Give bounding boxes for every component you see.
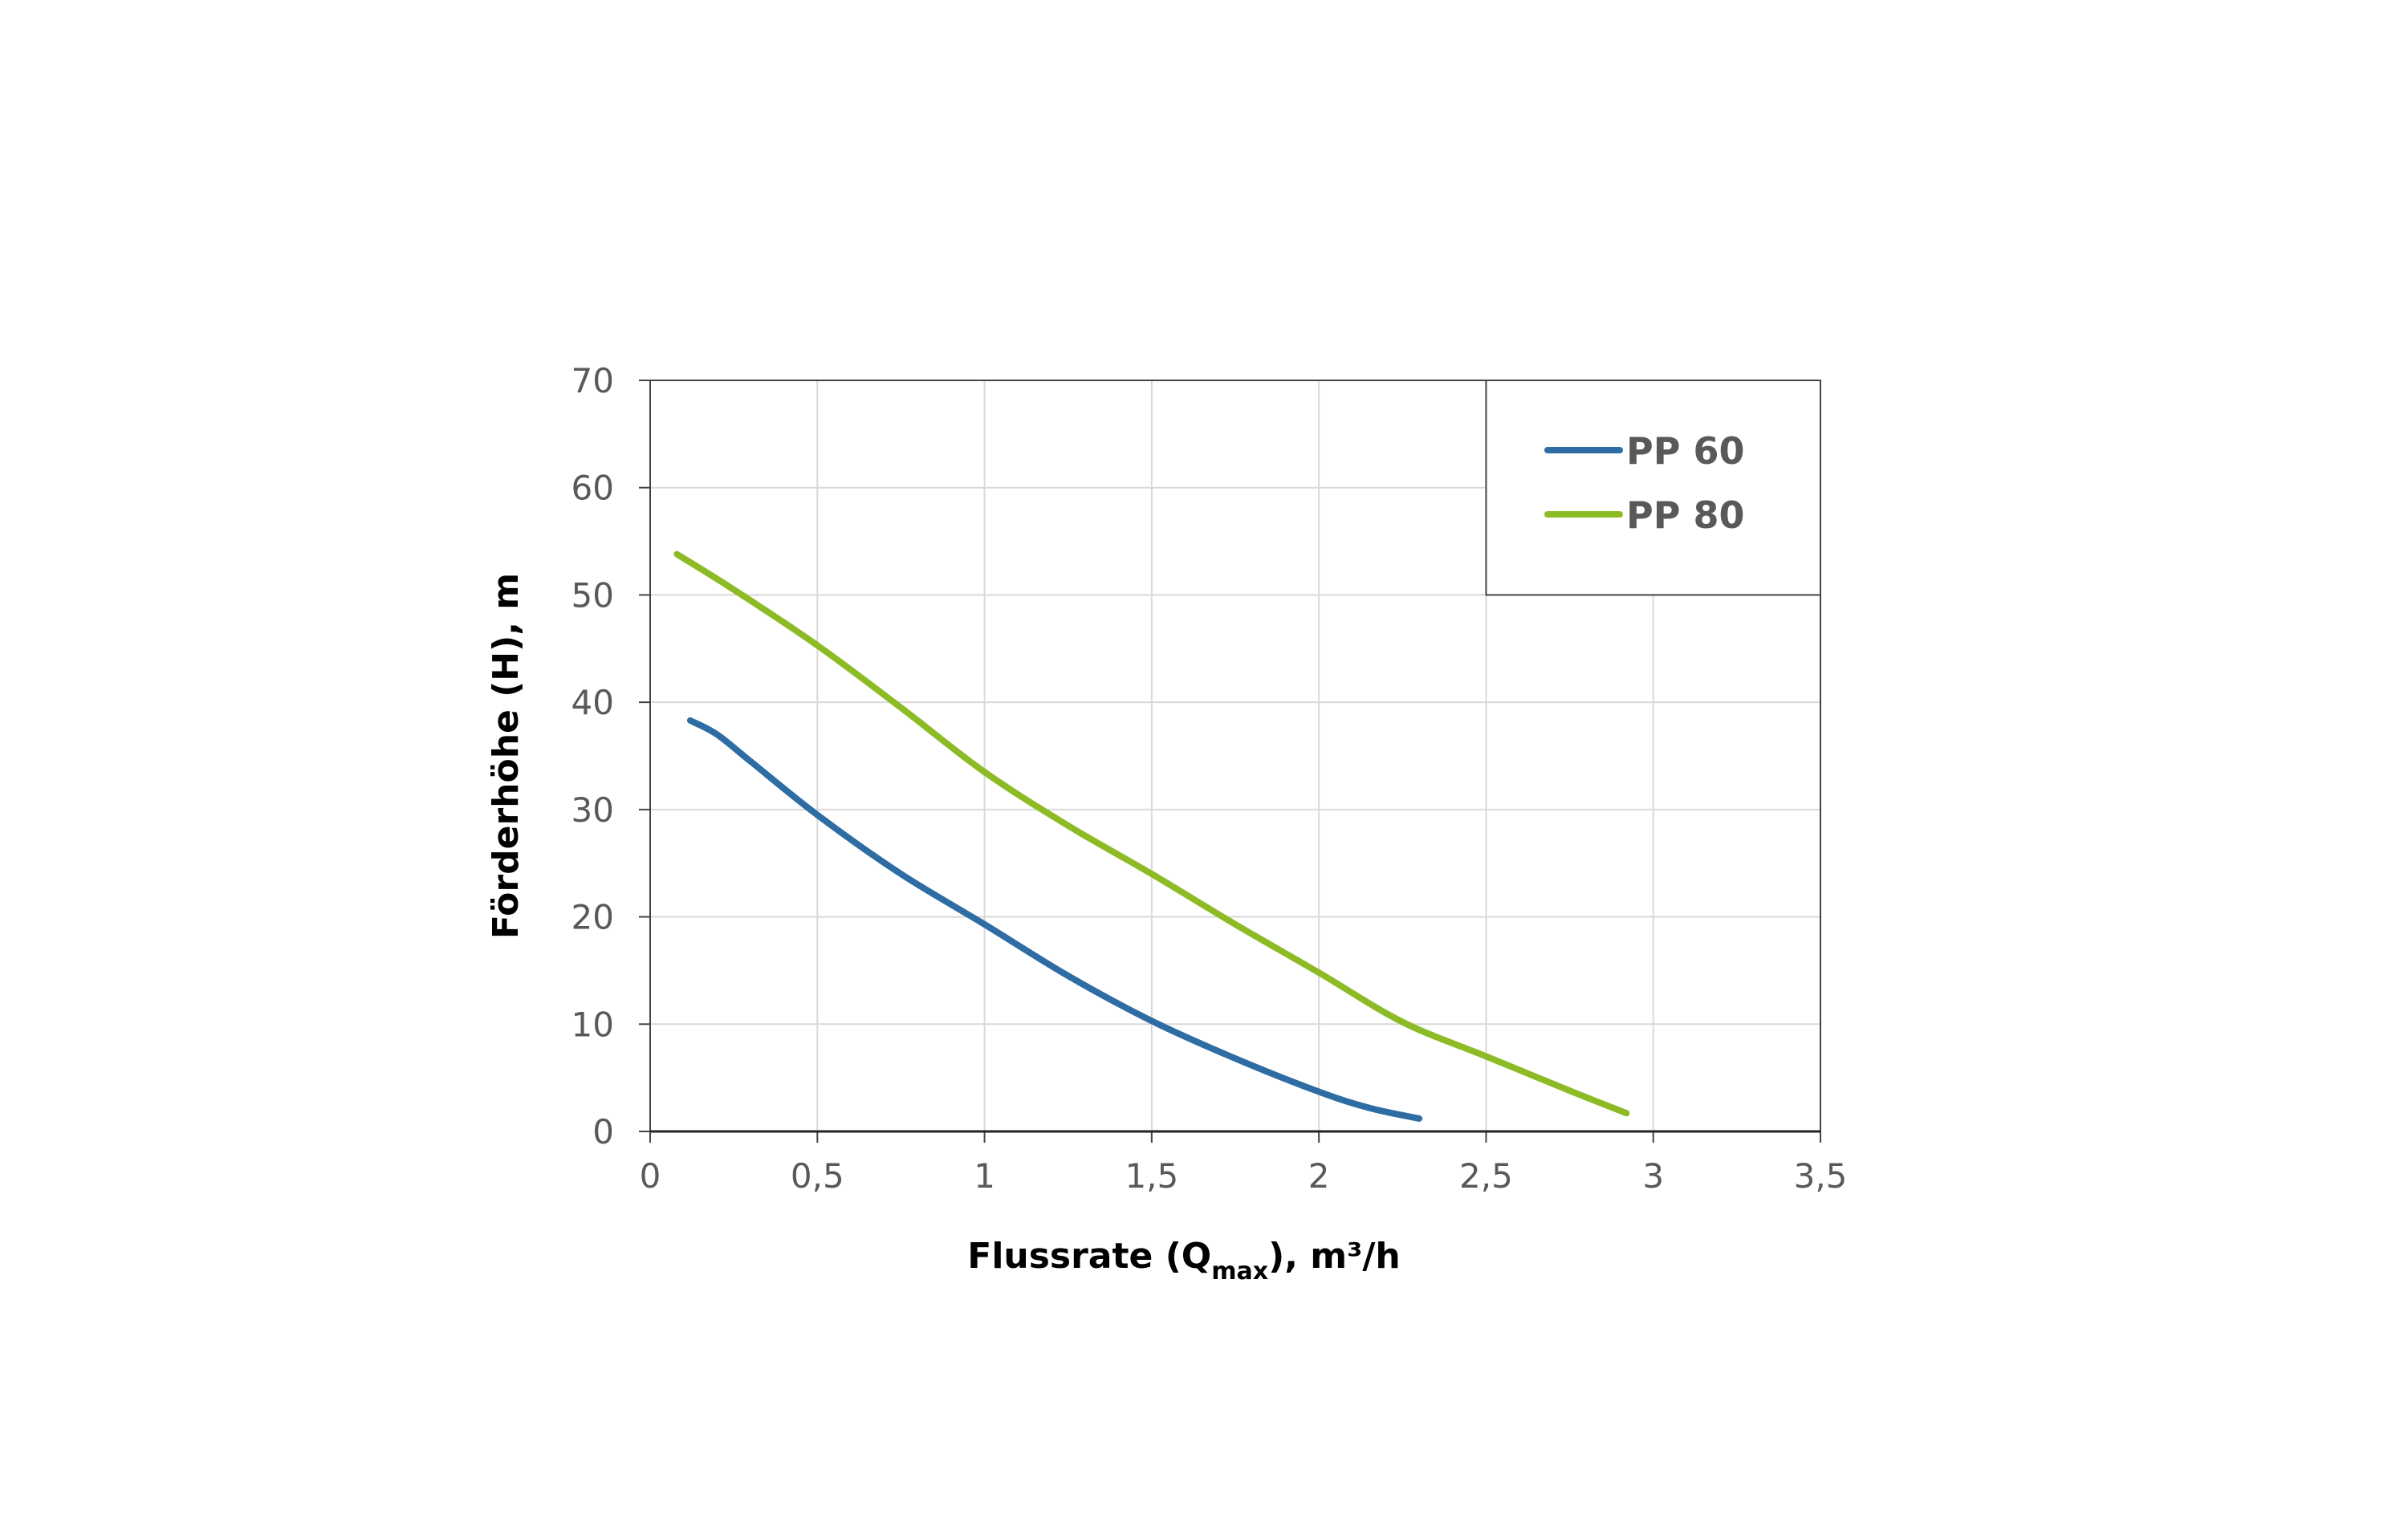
- y-tick-label: 50: [571, 575, 614, 615]
- y-tick-label: 20: [571, 898, 614, 937]
- legend-label: PP 80: [1626, 493, 1744, 537]
- y-tick-label: 70: [571, 361, 614, 400]
- y-tick-label: 30: [571, 790, 614, 830]
- x-tick-label: 0: [640, 1156, 661, 1196]
- series-line-pp-80: [673, 550, 1630, 1117]
- legend-label: PP 60: [1626, 429, 1744, 473]
- legend-box: [1485, 380, 1822, 596]
- x-axis-title: Flussrate (Qmax), m³/h: [967, 1236, 1400, 1286]
- series-line-pp-60: [686, 717, 1423, 1122]
- x-tick-label: 0,5: [791, 1156, 844, 1196]
- x-tick-label: 2,5: [1459, 1156, 1513, 1196]
- y-tick-label: 0: [592, 1112, 614, 1151]
- y-tick-label: 40: [571, 683, 614, 722]
- legend: PP 60 PP 80: [1485, 380, 1822, 596]
- x-tick-label: 3,5: [1794, 1156, 1848, 1196]
- x-tick-label: 3: [1642, 1156, 1664, 1196]
- y-tick-label: 60: [571, 469, 614, 508]
- y-tick-label: 10: [571, 1005, 614, 1044]
- axes: 0 0,5 1 1,5 2 2,5 3 3,5 0 10 20 30 40 50 60 70: [571, 361, 1848, 1196]
- x-tick-label: 2: [1308, 1156, 1330, 1196]
- x-tick-label: 1,5: [1125, 1156, 1178, 1196]
- series-lines: [673, 550, 1630, 1122]
- x-tick-label: 1: [974, 1156, 995, 1196]
- y-axis-title: Förderhöhe (H), m: [486, 573, 527, 939]
